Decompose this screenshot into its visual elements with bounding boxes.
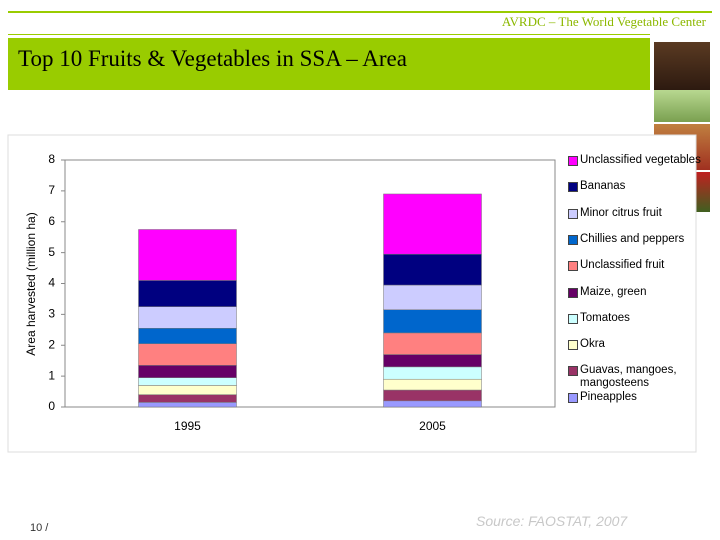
y-tick-label: 7 — [48, 183, 55, 197]
bar-segment — [383, 309, 482, 334]
legend-label: Unclassified fruit — [580, 259, 665, 272]
chart-frame — [7, 134, 697, 453]
y-tick-label: 1 — [48, 368, 55, 382]
bar-segment — [138, 385, 237, 395]
bar-segment — [383, 253, 482, 286]
legend-swatch — [568, 182, 578, 193]
legend-label: Tomatoes — [580, 311, 630, 324]
x-tick-label: 2005 — [419, 419, 446, 433]
legend-label: Bananas — [580, 180, 626, 193]
bar-segment — [383, 284, 482, 310]
y-tick-label: 3 — [48, 307, 55, 321]
bar-segment — [383, 366, 482, 380]
legend-swatch — [568, 366, 578, 377]
source-note: Source: FAOSTAT, 2007 — [476, 513, 628, 529]
photo — [654, 42, 710, 90]
legend-swatch — [568, 208, 578, 219]
y-axis-label: Area harvested (million ha) — [24, 212, 38, 355]
y-tick-label: 6 — [48, 214, 55, 228]
y-tick-label: 8 — [48, 152, 55, 166]
bar-segment — [138, 306, 237, 329]
y-tick-label: 0 — [48, 399, 55, 413]
y-tick-label: 2 — [48, 337, 55, 351]
bar-segment — [138, 328, 237, 344]
legend-label: Maize, green — [580, 285, 647, 298]
header-rule — [8, 11, 712, 13]
bar-segment — [383, 354, 482, 368]
legend-swatch — [568, 313, 578, 324]
legend-swatch — [568, 261, 578, 272]
x-tick-label: 1995 — [174, 419, 201, 433]
legend-label: Okra — [580, 338, 605, 351]
bar-segment — [138, 394, 237, 403]
legend-swatch — [568, 340, 578, 351]
y-tick-label: 5 — [48, 245, 55, 259]
legend-swatch — [568, 287, 578, 298]
bar-segment — [383, 193, 482, 255]
bar-segment — [138, 229, 237, 281]
legend-swatch — [568, 392, 578, 403]
legend-swatch — [568, 234, 578, 245]
title-bar — [8, 38, 650, 90]
page-number: 10 / — [30, 522, 49, 534]
legend-label: Chillies and peppers — [580, 232, 685, 245]
bar-segment — [138, 402, 237, 408]
header: AVRDC – The World Vegetable Center — [501, 14, 706, 29]
bar-segment — [138, 343, 237, 366]
bar-segment — [383, 378, 482, 391]
bar-segment — [383, 332, 482, 355]
legend-label: Pineapples — [580, 390, 637, 403]
photo — [654, 90, 710, 122]
y-tick-label: 4 — [48, 276, 55, 290]
legend-label: Minor citrus fruit — [580, 206, 662, 219]
bar-segment — [138, 280, 237, 307]
bar-segment — [138, 377, 237, 386]
legend-label: Guavas, mangoes, mangosteens — [580, 364, 677, 390]
bar-segment — [383, 389, 482, 402]
bar-segment — [383, 400, 482, 408]
bar-segment — [138, 365, 237, 378]
header-rule — [8, 34, 650, 35]
legend-swatch — [568, 156, 578, 166]
slide-title: Top 10 Fruits & Vegetables in SSA – Area — [18, 46, 407, 71]
legend-label: Unclassified vegetables — [580, 154, 701, 166]
